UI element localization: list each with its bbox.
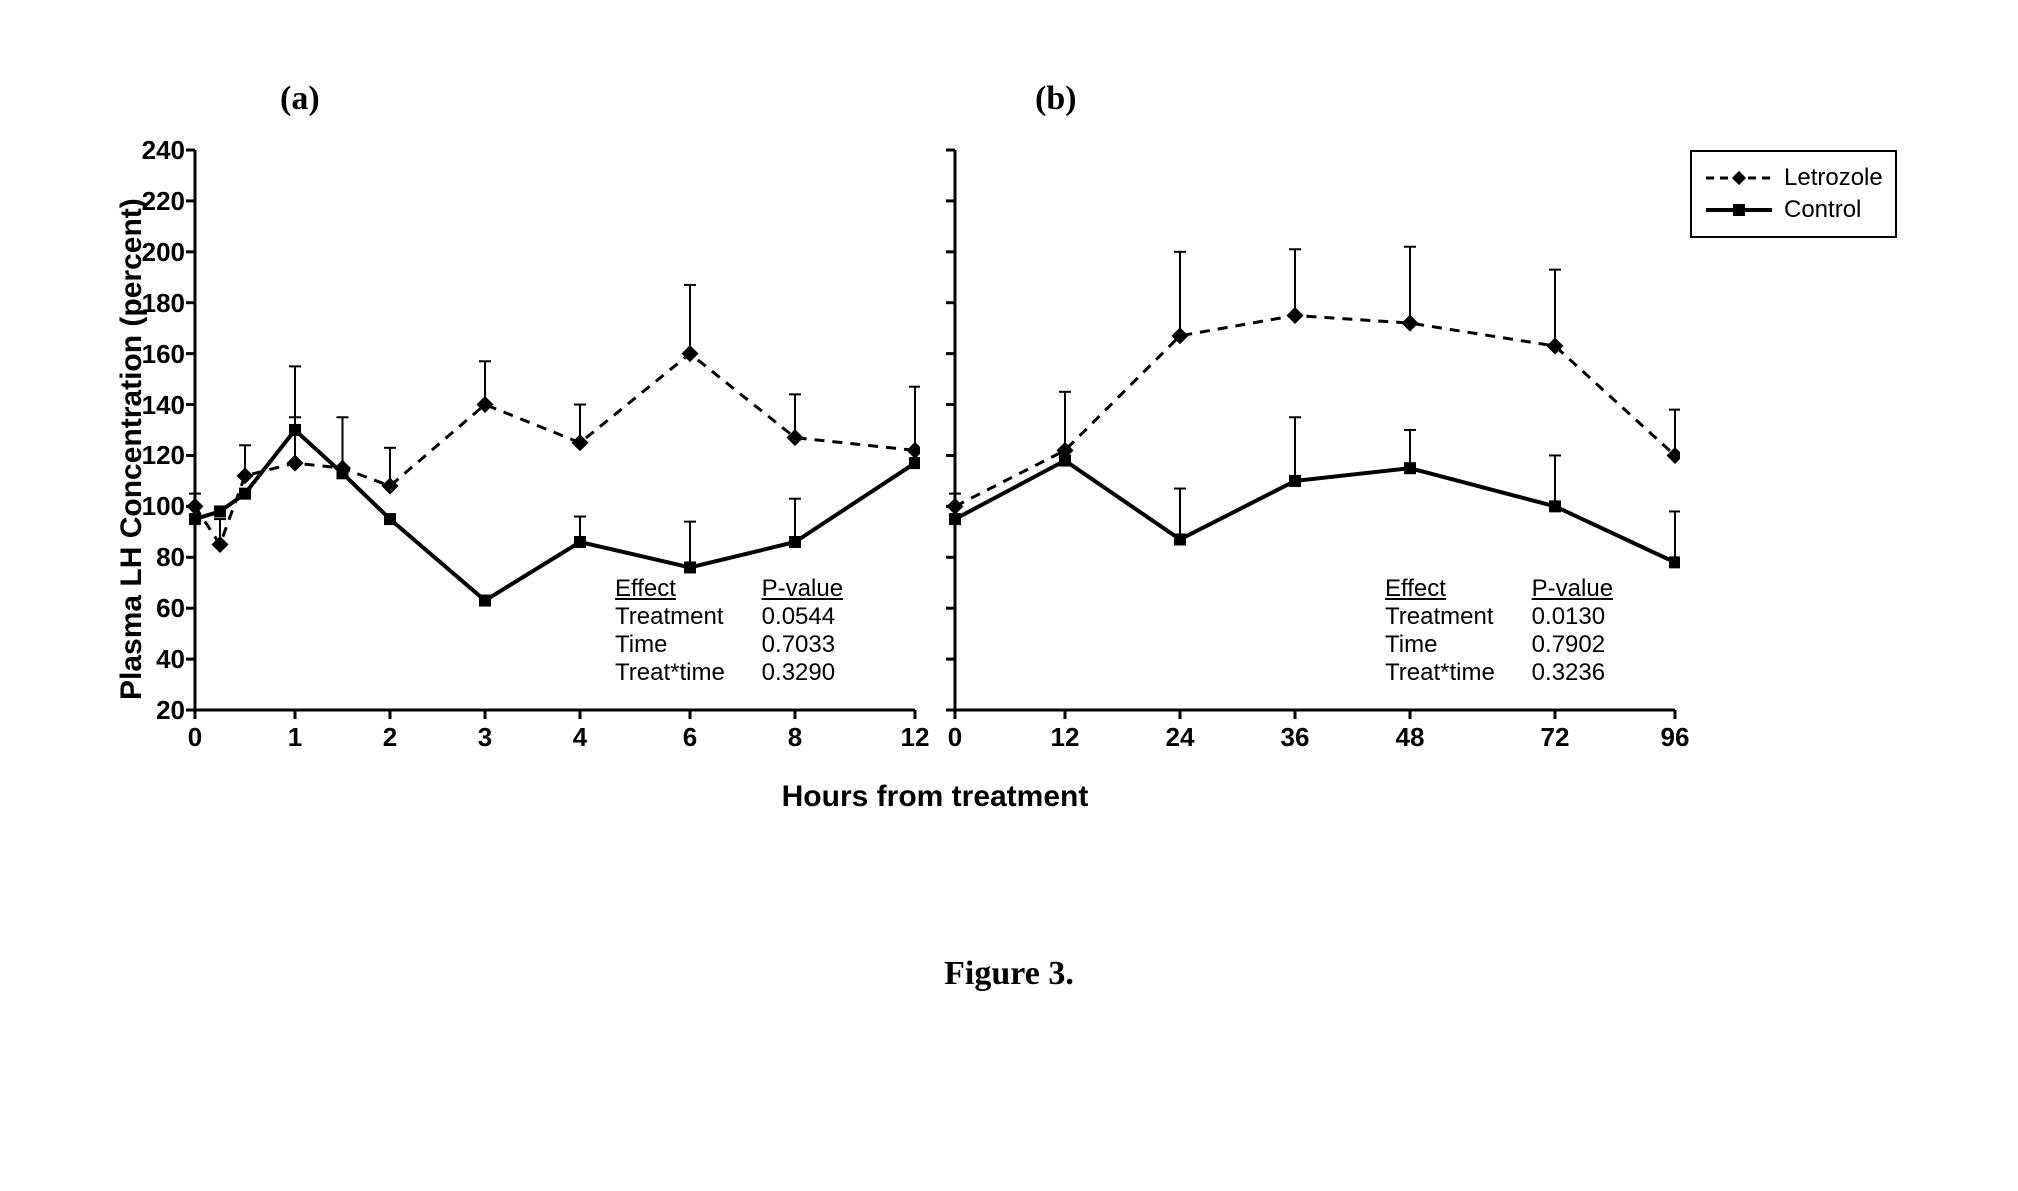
stats-a-header-pvalue: P-value — [762, 575, 843, 603]
y-tick-label: 120 — [135, 440, 185, 471]
legend: Letrozole Control — [1690, 150, 1897, 238]
y-tick-label: 140 — [135, 390, 185, 421]
stats-b-row-p: 0.3236 — [1532, 659, 1632, 687]
x-tick-label: 48 — [1385, 722, 1435, 753]
legend-item-control: Control — [1704, 196, 1883, 224]
x-tick-label: 36 — [1270, 722, 1320, 753]
x-tick-label: 8 — [770, 722, 820, 753]
stats-a-row-p: 0.7033 — [762, 631, 862, 659]
stats-b-row-p: 0.7902 — [1532, 631, 1632, 659]
x-tick-label: 4 — [555, 722, 605, 753]
legend-label: Control — [1784, 196, 1861, 224]
x-tick-label: 6 — [665, 722, 715, 753]
x-tick-label: 0 — [170, 722, 220, 753]
stats-table-a: Effect Treatment Time Treat*time P-value… — [615, 575, 862, 687]
stats-table-b: Effect Treatment Time Treat*time P-value… — [1385, 575, 1632, 687]
stats-a-row-label: Treatment — [615, 603, 755, 631]
x-axis-title: Hours from treatment — [195, 780, 1675, 814]
y-tick-label: 80 — [135, 542, 185, 573]
x-tick-label: 0 — [930, 722, 980, 753]
stats-b-row-label: Time — [1385, 631, 1525, 659]
x-tick-label: 3 — [460, 722, 510, 753]
panel-a-label: (a) — [280, 80, 320, 118]
y-tick-label: 240 — [135, 135, 185, 166]
y-tick-label: 40 — [135, 644, 185, 675]
x-tick-label: 12 — [1040, 722, 1090, 753]
y-tick-label: 180 — [135, 288, 185, 319]
stats-b-row-label: Treat*time — [1385, 659, 1525, 687]
y-tick-label: 60 — [135, 593, 185, 624]
stats-a-row-label: Time — [615, 631, 755, 659]
stats-a-row-p: 0.0544 — [762, 603, 862, 631]
figure-caption: Figure 3. — [0, 955, 2018, 993]
x-tick-label: 24 — [1155, 722, 1205, 753]
stats-b-row-label: Treatment — [1385, 603, 1525, 631]
stats-b-row-p: 0.0130 — [1532, 603, 1632, 631]
stats-b-header-pvalue: P-value — [1532, 575, 1613, 603]
figure-page: (a) (b) Plasma LH Concentration (percent… — [0, 0, 2018, 1191]
x-tick-label: 1 — [270, 722, 320, 753]
x-tick-label: 96 — [1650, 722, 1700, 753]
stats-b-header-effect: Effect — [1385, 575, 1446, 603]
stats-a-row-label: Treat*time — [615, 659, 755, 687]
legend-label: Letrozole — [1784, 164, 1883, 192]
legend-item-letrozole: Letrozole — [1704, 164, 1883, 192]
y-tick-label: 100 — [135, 491, 185, 522]
panel-b-label: (b) — [1035, 80, 1077, 118]
y-tick-label: 220 — [135, 186, 185, 217]
x-tick-label: 2 — [365, 722, 415, 753]
x-tick-label: 72 — [1530, 722, 1580, 753]
y-tick-label: 200 — [135, 237, 185, 268]
stats-a-row-p: 0.3290 — [762, 659, 862, 687]
legend-swatch-control — [1704, 198, 1774, 222]
legend-swatch-letrozole — [1704, 166, 1774, 190]
stats-a-header-effect: Effect — [615, 575, 676, 603]
y-tick-label: 160 — [135, 339, 185, 370]
